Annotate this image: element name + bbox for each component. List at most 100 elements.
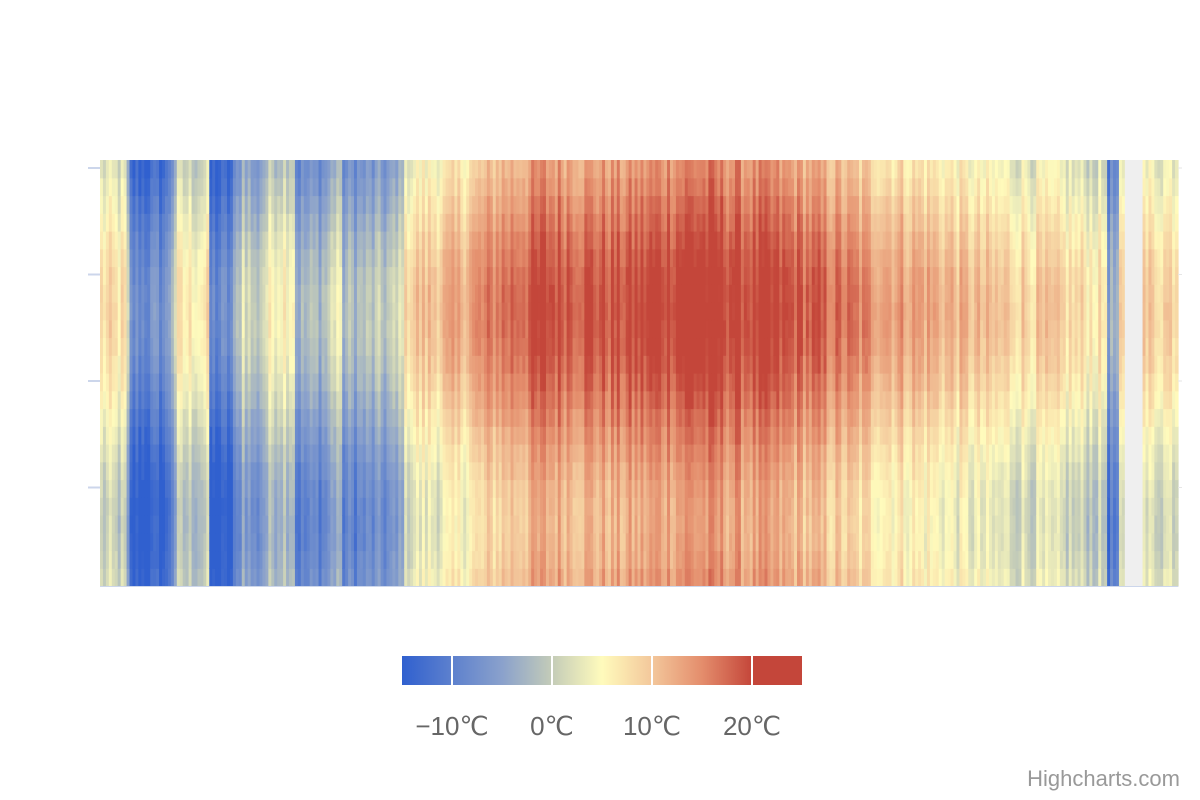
heatmap-cell: [451, 390, 456, 410]
heatmap-cell: [596, 177, 600, 197]
heatmap-cell: [578, 408, 582, 427]
heatmap-cell: [333, 302, 337, 321]
heatmap-cell: [678, 444, 683, 463]
heatmap-cell: [705, 248, 709, 268]
heatmap-cell: [407, 248, 411, 268]
heatmap-cell: [678, 408, 683, 427]
heatmap-cell: [250, 355, 255, 374]
heatmap-cell: [395, 373, 399, 392]
heatmap-cell: [359, 177, 364, 197]
heatmap-cell: [336, 160, 340, 179]
heatmap-cell: [327, 160, 331, 179]
heatmap-cell: [327, 195, 331, 214]
heatmap-cell: [640, 266, 645, 285]
heatmap-cell: [377, 160, 382, 179]
heatmap-cell: [510, 319, 515, 339]
heatmap-cell: [619, 444, 624, 463]
heatmap-cell: [510, 479, 515, 498]
heatmap-cell: [528, 319, 532, 339]
heatmap-cell: [327, 515, 331, 534]
heatmap-cell: [551, 355, 556, 374]
heatmap-cell: [557, 408, 562, 427]
heatmap-cell: [545, 177, 550, 197]
heatmap-cell: [543, 248, 547, 268]
heatmap-cell: [430, 177, 435, 197]
heatmap-cell: [365, 461, 370, 481]
heatmap-cell: [625, 515, 630, 534]
heatmap-cell: [135, 408, 139, 427]
heatmap-cell: [159, 177, 163, 197]
heatmap-cell: [389, 479, 393, 498]
heatmap-cell: [392, 497, 396, 516]
heatmap-cell: [696, 319, 701, 339]
heatmap-cell: [206, 497, 210, 516]
heatmap-cell: [478, 177, 482, 197]
heatmap-cell: [259, 337, 264, 356]
heatmap-cell: [336, 319, 340, 339]
heatmap-cell: [439, 337, 444, 356]
heatmap-cell: [525, 497, 529, 516]
heatmap-cell: [303, 195, 308, 214]
heatmap-cell: [235, 231, 240, 250]
heatmap-cell: [489, 373, 494, 392]
heatmap-cell: [365, 373, 370, 392]
heatmap-cell: [359, 461, 364, 481]
heatmap-cell: [144, 568, 148, 587]
heatmap-cell: [401, 444, 405, 463]
heatmap-cell: [436, 568, 441, 587]
heatmap-cell: [584, 444, 588, 463]
heatmap-cell: [587, 408, 591, 427]
heatmap-cell: [610, 390, 615, 410]
heatmap-cell: [424, 550, 429, 569]
heatmap-cell: [188, 532, 193, 552]
heatmap-cell: [144, 337, 148, 356]
heatmap-cell: [469, 231, 473, 250]
heatmap-cell: [386, 390, 391, 410]
heatmap-cell: [227, 461, 231, 481]
heatmap-cell: [454, 515, 458, 534]
heatmap-cell: [200, 515, 204, 534]
heatmap-cell: [418, 532, 423, 552]
heatmap-cell: [528, 231, 532, 250]
heatmap-cell: [599, 373, 603, 392]
heatmap-cell: [238, 390, 243, 410]
heatmap-cell: [554, 515, 559, 534]
heatmap-cell: [507, 160, 512, 179]
heatmap-cell: [330, 532, 334, 552]
heatmap-cell: [622, 160, 627, 179]
heatmap-cell: [498, 284, 503, 303]
heatmap-cell: [324, 444, 329, 463]
heatmap-cell: [516, 177, 520, 197]
heatmap-cell: [667, 408, 671, 427]
heatmap-cell: [413, 444, 417, 463]
heatmap-cell: [206, 160, 210, 179]
heatmap-cell: [584, 479, 588, 498]
heatmap-cell: [483, 355, 488, 374]
heatmap-cell: [661, 213, 665, 232]
heatmap-cell: [448, 461, 453, 481]
heatmap-cell: [519, 390, 523, 410]
heatmap-cell: [448, 426, 453, 445]
heatmap-cell: [569, 231, 574, 250]
heatmap-cell: [454, 408, 458, 427]
heatmap-cell: [138, 515, 142, 534]
heatmap-cell: [203, 213, 207, 232]
heatmap-cell: [433, 444, 438, 463]
heatmap-cell: [421, 373, 426, 392]
heatmap-cell: [436, 515, 441, 534]
heatmap-cell: [162, 532, 166, 552]
heatmap-cell: [176, 160, 181, 179]
heatmap-cell: [463, 532, 467, 552]
heatmap-cell: [380, 408, 385, 427]
heatmap-cell: [200, 444, 204, 463]
heatmap-cell: [147, 426, 151, 445]
heatmap-cell: [607, 266, 612, 285]
heatmap-cell: [105, 319, 110, 339]
heatmap-cell: [578, 319, 582, 339]
heatmap-cell: [469, 479, 473, 498]
heatmap-cell: [430, 479, 435, 498]
heatmap-cell: [353, 373, 358, 392]
heatmap-cell: [424, 461, 429, 481]
heatmap-cell: [392, 515, 396, 534]
heatmap-cell: [351, 319, 355, 339]
